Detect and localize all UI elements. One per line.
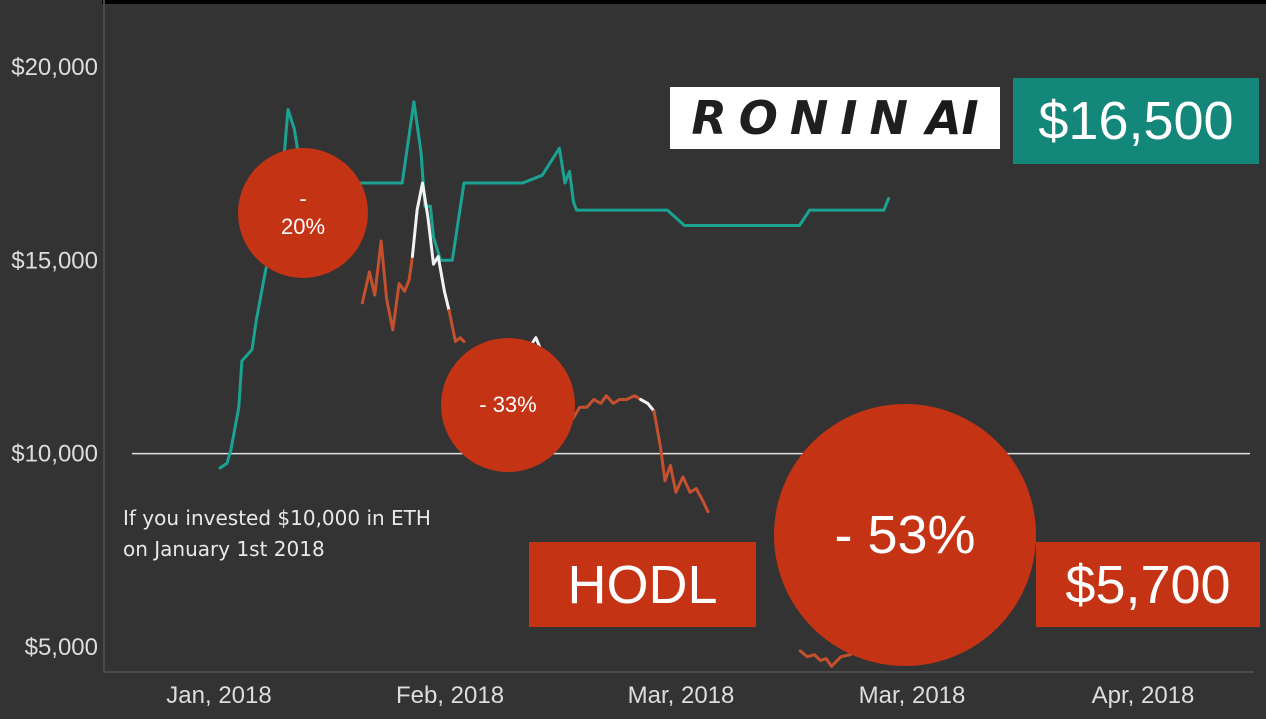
y-tick-label: $10,000 xyxy=(11,441,98,468)
drawdown-bubble-2: - 33% xyxy=(441,338,575,472)
hodl-series-segment xyxy=(360,239,414,332)
hodl-series-segment xyxy=(652,409,710,514)
logo-wordmark: RONIN AI xyxy=(691,91,979,145)
drawdown-3-label: - 53% xyxy=(834,505,976,565)
y-tick-label: $20,000 xyxy=(11,54,98,81)
hodl-label-box: HODL xyxy=(529,542,756,627)
y-tick-label: $15,000 xyxy=(11,247,98,274)
ronin-value-box: $16,500 xyxy=(1013,78,1259,164)
x-tick-label: Feb, 2018 xyxy=(396,682,504,709)
investment-note: If you invested $10,000 in ETH on Januar… xyxy=(123,506,431,561)
y-axis-ticks: $20,000 $15,000 $10,000 $5,000 xyxy=(11,54,98,661)
drawdown-1-label: - 20% xyxy=(280,186,326,239)
drawdown-2-label: - 33% xyxy=(479,392,537,417)
ronin-ai-logo: RONIN AI xyxy=(670,87,1000,149)
x-tick-label: Apr, 2018 xyxy=(1092,682,1195,709)
hodl-series-segment xyxy=(639,398,656,413)
x-axis-ticks: Jan, 2018 Feb, 2018 Mar, 2018 Mar, 2018 Apr,… xyxy=(166,682,1194,709)
hodl-value-box: $5,700 xyxy=(1036,542,1260,627)
hodl-series-segment xyxy=(447,309,466,343)
top-rule xyxy=(102,0,1266,4)
hodl-series-segment xyxy=(410,181,451,313)
y-tick-label: $5,000 xyxy=(25,634,98,661)
x-tick-label: Mar, 2018 xyxy=(628,682,735,709)
drawdown-bubble-1: - 20% xyxy=(238,148,368,278)
drawdown-bubble-3: - 53% xyxy=(774,404,1036,666)
x-tick-label: Mar, 2018 xyxy=(859,682,966,709)
x-tick-label: Jan, 2018 xyxy=(166,682,271,709)
